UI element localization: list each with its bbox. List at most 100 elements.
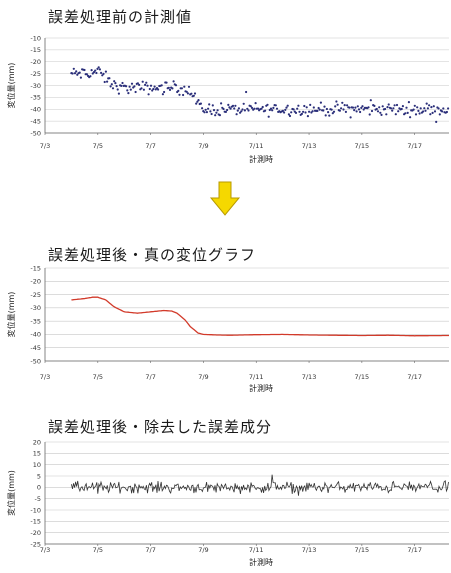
data-point: [286, 104, 289, 107]
data-point: [195, 102, 198, 105]
data-point: [92, 71, 96, 74]
x-tick-label: 7/7: [145, 142, 155, 150]
data-point: [180, 87, 183, 90]
data-point: [247, 109, 250, 112]
data-point: [182, 93, 185, 97]
data-point: [237, 107, 240, 110]
data-point: [260, 107, 263, 110]
data-point: [108, 77, 111, 80]
data-point: [110, 83, 113, 86]
data-point: [335, 100, 338, 103]
chart-title-error: 誤差処理後・除去した誤差成分: [48, 418, 273, 436]
data-point: [224, 110, 227, 113]
data-point: [96, 67, 99, 70]
data-point: [147, 93, 150, 96]
data-point: [136, 82, 139, 85]
data-point: [334, 105, 337, 108]
data-point: [394, 113, 397, 116]
data-point: [409, 116, 412, 119]
data-point: [437, 107, 440, 110]
data-point: [349, 116, 352, 119]
data-point: [294, 111, 298, 114]
data-point: [330, 108, 333, 111]
data-point: [192, 94, 195, 97]
data-point: [331, 112, 334, 115]
data-point: [376, 110, 380, 113]
data-point: [400, 107, 403, 111]
data-point: [186, 92, 189, 95]
data-point: [95, 71, 98, 75]
data-point: [250, 106, 254, 109]
data-point: [367, 106, 370, 109]
data-point: [318, 108, 321, 111]
y-tick-label: -25: [30, 291, 41, 299]
data-point: [395, 103, 399, 107]
data-point: [142, 88, 145, 91]
x-tick-label: 7/9: [198, 546, 208, 554]
data-point: [199, 102, 202, 105]
data-point: [103, 80, 106, 84]
y-tick-label: -40: [30, 106, 41, 114]
data-point: [429, 113, 432, 116]
x-tick-label: 7/5: [93, 373, 103, 381]
data-point: [152, 87, 155, 91]
chart-panel-error: 誤差処理後・除去した誤差成分 20 15 10 5 0 -5 -10 -15 -20 -25 7/3…: [0, 400, 451, 573]
data-point: [226, 108, 229, 112]
data-point: [190, 92, 193, 95]
data-point: [296, 107, 299, 110]
data-point: [357, 108, 361, 111]
data-point: [300, 112, 303, 115]
data-point: [242, 102, 245, 105]
data-point: [104, 70, 107, 73]
data-point: [127, 92, 130, 95]
data-point: [419, 107, 422, 110]
data-point: [78, 71, 81, 74]
data-point: [216, 109, 219, 112]
data-point: [275, 107, 279, 110]
data-point: [362, 108, 365, 111]
data-point: [397, 110, 400, 113]
data-point: [72, 67, 75, 70]
data-point: [79, 76, 82, 79]
data-point: [185, 90, 188, 93]
data-point: [261, 105, 264, 109]
data-point: [193, 92, 197, 95]
data-point: [288, 114, 292, 118]
data-point: [303, 104, 306, 108]
y-tick-label: -50: [30, 357, 41, 365]
data-point: [208, 103, 211, 106]
data-point: [308, 110, 311, 113]
data-point: [344, 110, 347, 113]
data-point: [351, 106, 355, 109]
data-point: [380, 113, 383, 116]
data-point: [187, 85, 191, 88]
data-point: [316, 109, 319, 112]
data-point: [178, 93, 181, 96]
data-point: [442, 107, 445, 110]
data-point: [433, 110, 437, 113]
chart-panel-raw: 誤差処理前の計測値 -10 -15 -20 -25 -30 -35 -40 -45 -50 7/3…: [0, 0, 451, 175]
data-point: [129, 88, 132, 91]
data-point: [235, 113, 238, 116]
data-point: [201, 107, 204, 110]
data-point: [416, 106, 419, 109]
data-point: [210, 112, 213, 116]
data-point: [254, 102, 257, 105]
data-point: [75, 70, 78, 73]
data-point: [109, 85, 112, 88]
y-tick-label: -20: [30, 278, 41, 286]
y-tick-label: -50: [30, 129, 41, 137]
data-point: [145, 81, 148, 84]
data-point: [83, 68, 86, 72]
data-point: [125, 85, 128, 88]
data-point: [355, 110, 358, 113]
data-point: [413, 104, 416, 107]
data-point: [401, 105, 404, 108]
data-point: [359, 110, 362, 114]
data-point: [234, 104, 237, 107]
data-point: [432, 105, 435, 108]
y-tick-label: -15: [30, 264, 41, 272]
y-tick-label: -45: [30, 117, 41, 125]
data-point: [117, 92, 120, 95]
data-point: [302, 110, 305, 113]
